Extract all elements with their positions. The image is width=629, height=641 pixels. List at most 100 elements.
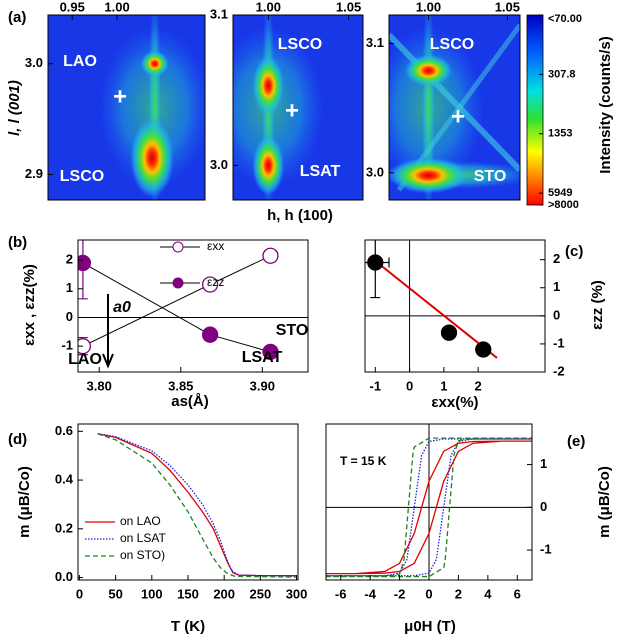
peak: [388, 157, 468, 193]
x-tick-label: 200: [213, 586, 235, 601]
x-tick-label: 100: [141, 586, 163, 601]
y-axis-title: l, l (001): [6, 80, 23, 136]
y-tick-label: 1: [540, 456, 547, 471]
x-axis-title: h, h (100): [267, 207, 333, 224]
x-axis-title: μ0H (T): [404, 618, 456, 635]
legend-label: on STO): [120, 548, 165, 562]
x-tick-label: 4: [484, 586, 492, 601]
axes-frame: [365, 240, 545, 372]
x-tick-label: -1: [370, 378, 382, 393]
x-tick-label: 1.00: [256, 0, 281, 14]
legend-label: on LAO: [120, 514, 161, 528]
legend-label: εzz: [207, 275, 224, 289]
x-tick-label: 6: [514, 586, 521, 601]
legend-label: εxx: [207, 239, 224, 253]
x-tick-label: 3.90: [250, 378, 275, 393]
x-tick-label: 1.05: [336, 0, 361, 14]
colorbar-tick-label: <70.00: [548, 13, 582, 25]
annotation: +: [451, 103, 465, 130]
x-tick-label: 50: [108, 586, 122, 601]
marker: [203, 327, 218, 342]
marker: [263, 248, 278, 263]
arrow: [103, 294, 113, 366]
y-axis-title: m (μB/Co): [16, 466, 33, 538]
panel-label: (d): [8, 431, 27, 448]
y-axis-title: m (μB/Co): [596, 466, 613, 538]
peak: [130, 118, 174, 198]
plot-area: [362, 227, 545, 372]
colorbar-tick-label: 1353: [548, 128, 572, 140]
panel-label: (a): [8, 9, 26, 26]
colorbar-label: Intensity (counts/s): [597, 36, 614, 174]
y-axis-title: εxx , εzz(%): [21, 264, 38, 346]
x-axis-title: T (K): [171, 618, 205, 635]
y-tick-label: 0: [66, 309, 73, 324]
fit-line: [370, 257, 497, 358]
annotation: T = 15 K: [340, 454, 387, 468]
y-tick-label: -1: [553, 335, 565, 350]
peak: [404, 55, 452, 87]
y-tick-label: 1: [553, 279, 560, 294]
panel-label: (e): [567, 433, 585, 450]
y-tick-label: 0: [540, 499, 547, 514]
x-tick-label: 3.85: [168, 378, 193, 393]
marker: [368, 255, 383, 270]
annotation: LSCO: [60, 168, 104, 185]
marker: [442, 325, 457, 340]
y-axis-title: εzz (%): [589, 280, 606, 330]
y-tick-label: -1: [540, 542, 552, 557]
x-tick-label: -4: [364, 586, 376, 601]
x-tick-label: 300: [286, 586, 308, 601]
y-tick-label: -2: [553, 363, 565, 378]
x-tick-label: 0: [406, 378, 413, 393]
x-tick-label: -2: [394, 586, 406, 601]
x-axis-title: εxx(%): [431, 394, 478, 411]
series-line: [83, 256, 271, 346]
y-tick-label: 0.4: [55, 472, 74, 487]
figure: LAO LSCO +0.95 1.00 3.0 2.9 (a) l, l (001) LSCO L…: [0, 0, 629, 641]
annotation: LAO: [68, 351, 102, 368]
y-tick-label: 2.9: [25, 166, 43, 181]
legend-marker: [173, 242, 183, 252]
y-tick-label: 3.1: [366, 35, 384, 50]
y-tick-label: 0.6: [55, 423, 73, 438]
legend-marker: [173, 278, 183, 288]
peak: [141, 51, 169, 77]
x-tick-label: 1: [440, 378, 447, 393]
x-tick-label: 2: [475, 378, 482, 393]
annotation: LSCO: [430, 36, 474, 53]
annotation: +: [113, 83, 127, 110]
y-tick-label: 2: [553, 251, 560, 266]
x-tick-label: 0: [76, 586, 83, 601]
x-tick-label: -6: [335, 586, 347, 601]
colorbar: [527, 15, 543, 205]
plot-area: [326, 424, 532, 580]
y-tick-label: 2: [66, 252, 73, 267]
series-line: [83, 263, 271, 352]
annotation: STO: [276, 322, 309, 339]
peak: [252, 135, 284, 195]
annotation: LSCO: [278, 36, 322, 53]
annotation: STO: [474, 168, 507, 185]
colorbar-tick-label: >8000: [548, 199, 579, 211]
y-tick-label: 0.2: [55, 520, 73, 535]
x-tick-label: 1.05: [495, 0, 520, 14]
colorbar-tick-label: 5949: [548, 187, 572, 199]
x-tick-label: 0.95: [60, 0, 85, 14]
y-tick-label: 1: [66, 280, 73, 295]
y-tick-label: 3.0: [366, 164, 384, 179]
annotation: a0: [113, 299, 131, 316]
x-axis-title: as(Å): [171, 393, 209, 410]
annotation: LSAT: [300, 163, 341, 180]
x-tick-label: 0: [425, 586, 432, 601]
peak: [252, 56, 284, 116]
panel-label: (b): [8, 234, 27, 251]
panel-label: (c): [565, 243, 583, 260]
x-tick-label: 250: [250, 586, 272, 601]
legend-label: on LSAT: [120, 531, 166, 545]
annotation: +: [285, 97, 299, 124]
x-tick-label: 3.80: [87, 378, 112, 393]
y-tick-label: 0.0: [55, 569, 73, 584]
x-tick-label: 150: [177, 586, 199, 601]
x-tick-label: 1.00: [416, 0, 441, 14]
